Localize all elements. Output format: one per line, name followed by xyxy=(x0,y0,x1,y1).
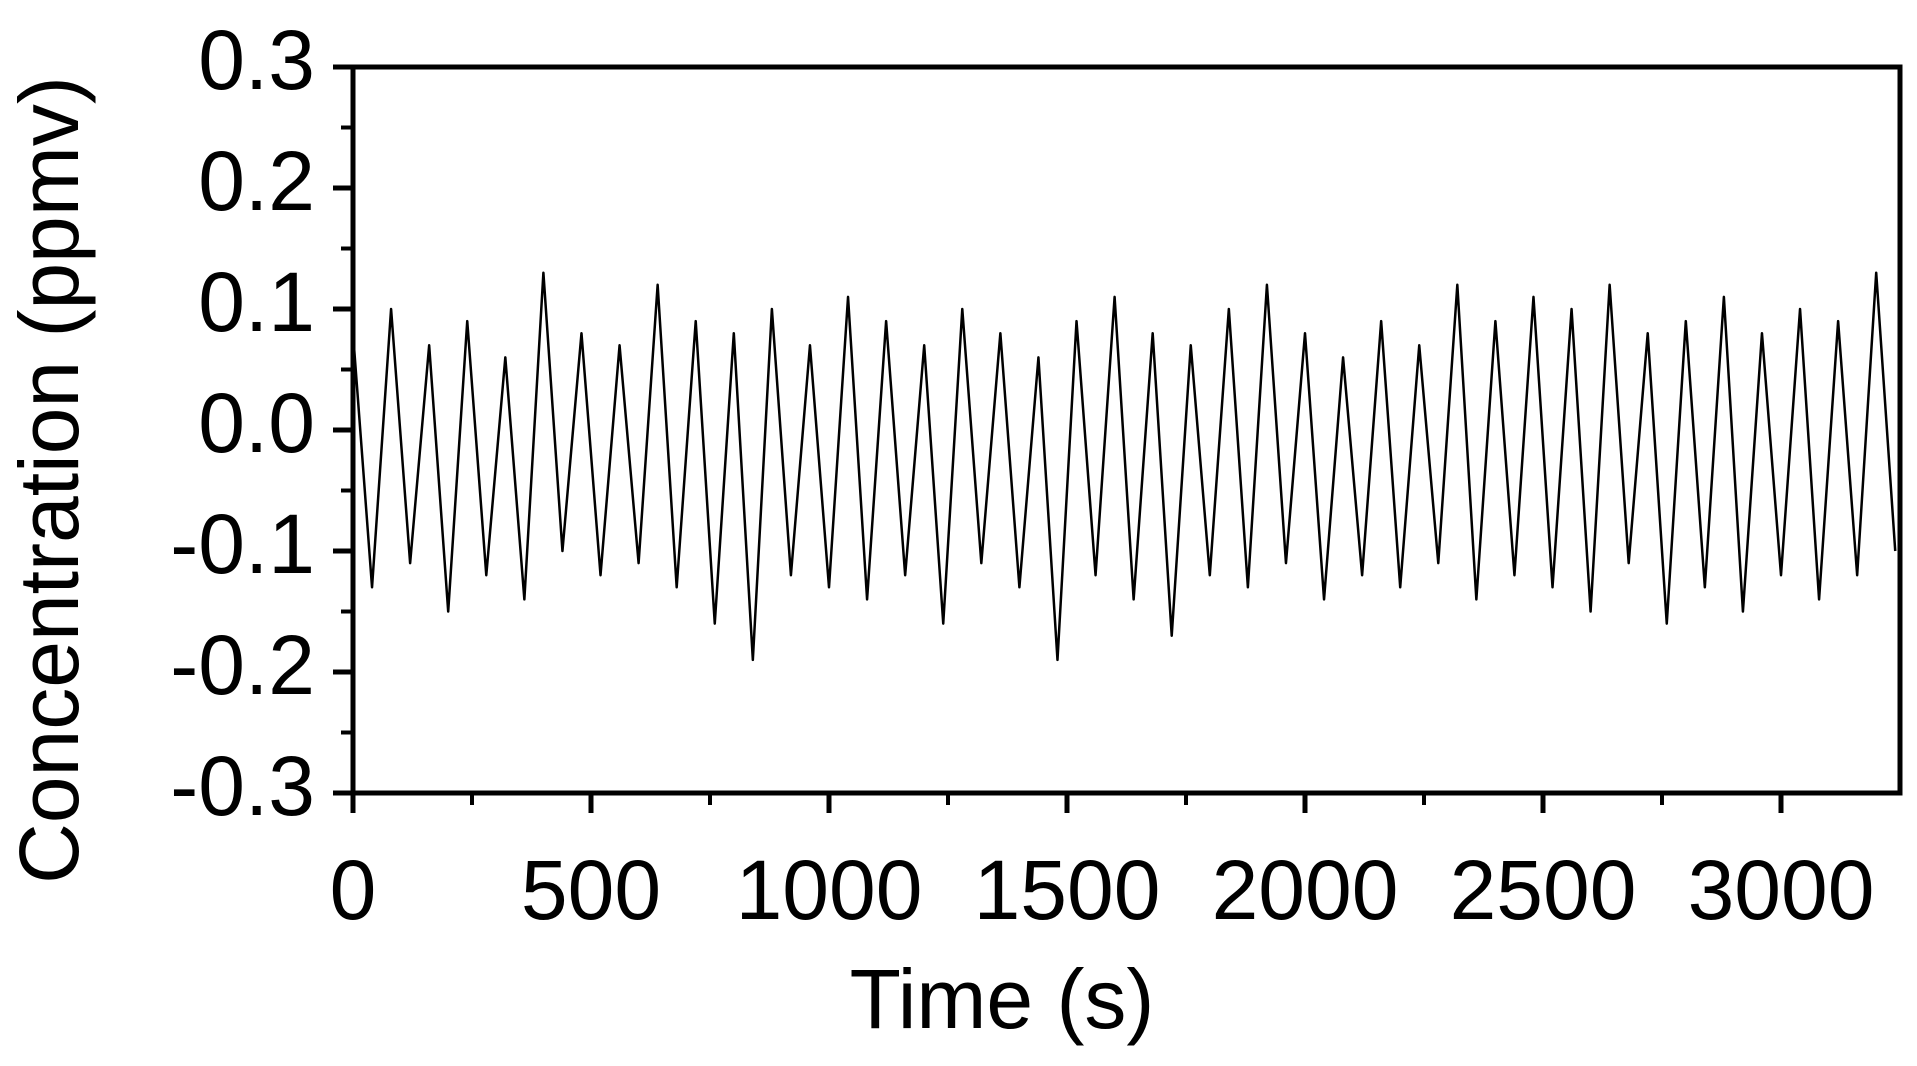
y-tick-label: -0.1 xyxy=(170,497,315,591)
y-tick-label: 0.0 xyxy=(198,376,315,470)
x-axis-title: Time (s) xyxy=(850,952,1155,1046)
x-tick-label: 500 xyxy=(521,843,661,937)
y-tick-label: 0.1 xyxy=(198,255,315,349)
y-axis-title: Concentration (ppmv) xyxy=(2,76,96,884)
y-tick-label: -0.2 xyxy=(170,618,315,712)
y-tick-label: -0.3 xyxy=(170,739,315,833)
x-tick-label: 0 xyxy=(330,843,377,937)
plot-frame xyxy=(350,64,1903,796)
x-tick-label: 2000 xyxy=(1212,843,1399,937)
x-tick-label: 1500 xyxy=(974,843,1161,937)
x-tick-label: 1000 xyxy=(736,843,923,937)
x-tick-label: 3000 xyxy=(1688,843,1875,937)
x-tick-label: 2500 xyxy=(1450,843,1637,937)
y-tick-label: 0.2 xyxy=(198,134,315,228)
y-tick-label: 0.3 xyxy=(198,13,315,107)
data-line xyxy=(351,271,1897,662)
